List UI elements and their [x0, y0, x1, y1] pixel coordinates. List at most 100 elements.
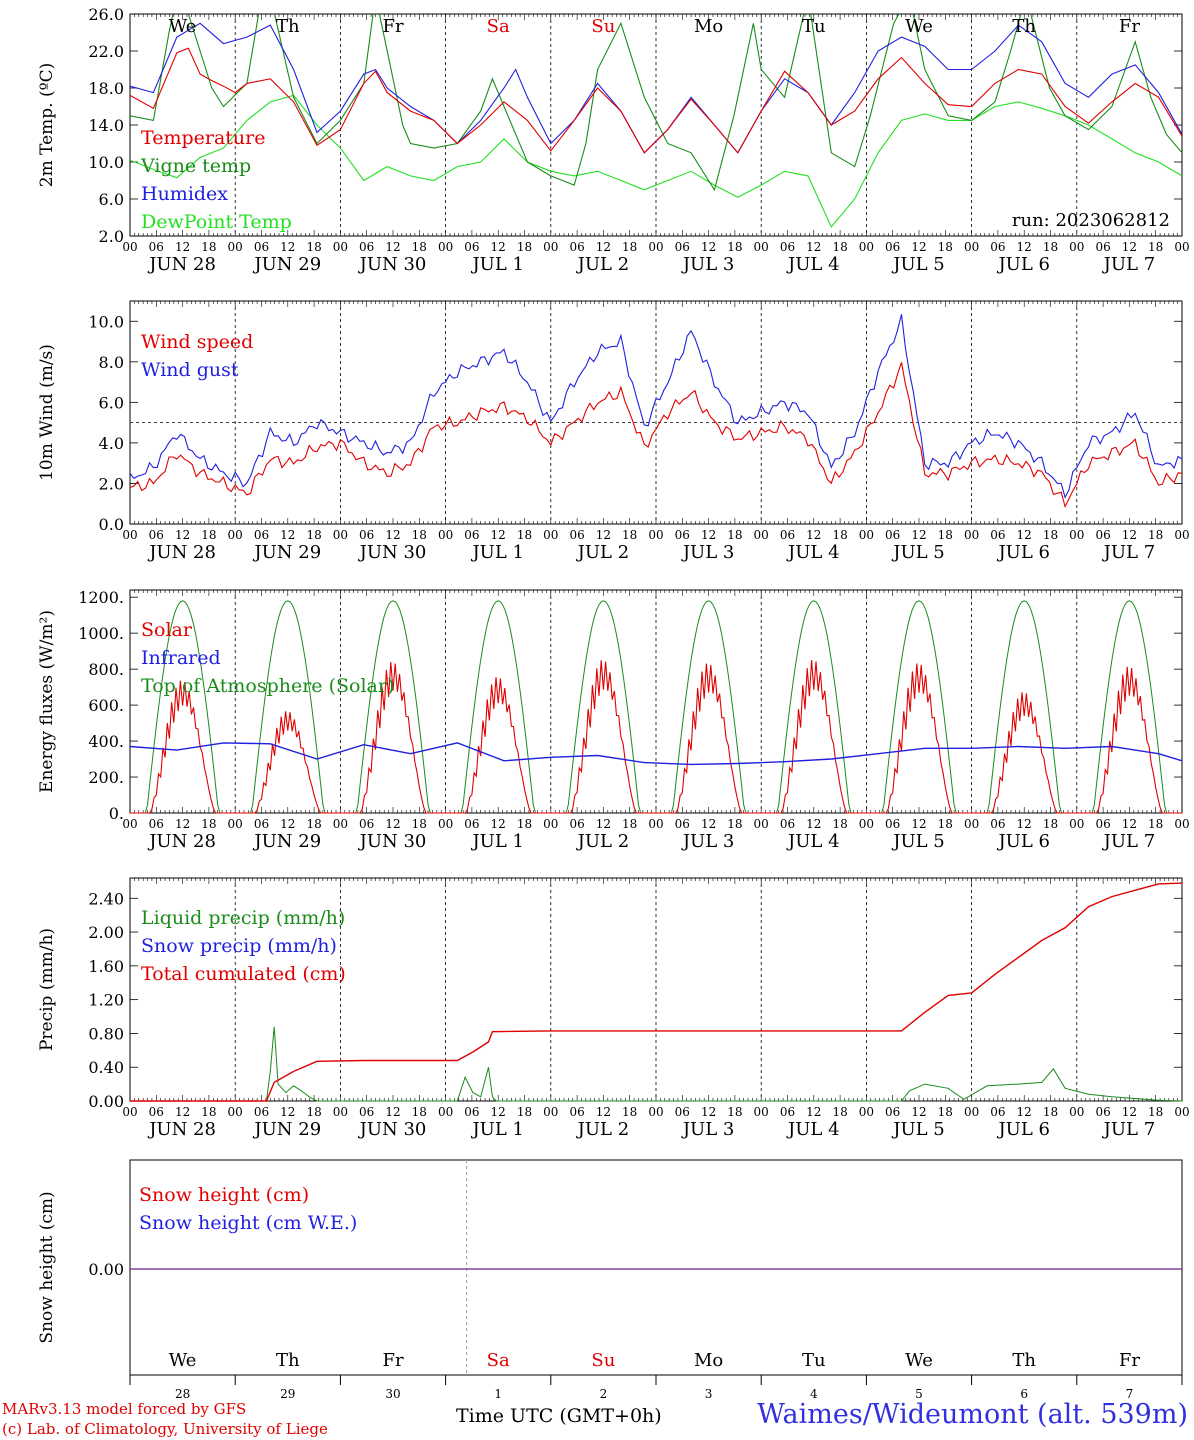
- weekday-label: Th: [1012, 16, 1036, 37]
- hour-tick-label: 00: [438, 1105, 453, 1119]
- hour-tick-label: 00: [1174, 240, 1189, 254]
- hour-tick-label: 12: [911, 528, 926, 542]
- hour-tick-label: 12: [1017, 1105, 1032, 1119]
- hour-tick-label: 12: [701, 240, 716, 254]
- day-number-label: 1: [494, 1387, 502, 1401]
- hour-tick-label: 00: [543, 528, 558, 542]
- y-axis-label: Energy fluxes (W/m²): [37, 610, 57, 793]
- date-label: JUL 1: [470, 254, 524, 275]
- model-credit-line-1: MARv3.13 model forced by GFS: [2, 1400, 247, 1418]
- y-axis-label: Precip (mm/h): [37, 928, 57, 1051]
- hour-tick-label: 06: [464, 240, 479, 254]
- hour-tick-label: 12: [385, 817, 400, 831]
- hour-tick-label: 12: [596, 528, 611, 542]
- hour-tick-label: 12: [280, 240, 295, 254]
- hour-tick-label: 00: [333, 240, 348, 254]
- date-label: JUN 28: [147, 1119, 216, 1140]
- y-tick-label: 22.0: [88, 42, 124, 61]
- hour-tick-label: 12: [280, 817, 295, 831]
- hour-tick-label: 06: [464, 1105, 479, 1119]
- hour-tick-label: 12: [596, 1105, 611, 1119]
- hour-tick-label: 18: [1148, 528, 1163, 542]
- panel-wind: 00 06 12 18 00 06 12 18 00 06 12 18 00 06 12 18 00 06 12 18…: [37, 300, 1190, 563]
- hour-tick-label: 06: [1095, 528, 1110, 542]
- hour-tick-label: 12: [175, 817, 190, 831]
- hour-tick-label: 00: [859, 528, 874, 542]
- date-label: JUL 2: [576, 254, 630, 275]
- hour-tick-label: 06: [149, 528, 164, 542]
- hour-tick-label: 18: [938, 528, 953, 542]
- hour-tick-label: 06: [885, 1105, 900, 1119]
- y-tick-label: 2.00: [88, 923, 124, 942]
- hour-tick-label: 18: [412, 528, 427, 542]
- hour-tick-label: 18: [938, 1105, 953, 1119]
- hour-tick-label: 00: [648, 1105, 663, 1119]
- hour-tick-label: 18: [832, 528, 847, 542]
- hour-tick-label: 12: [385, 528, 400, 542]
- time-axis-label: Time UTC (GMT+0h): [456, 1405, 662, 1427]
- panel-frame: [129, 300, 1183, 525]
- hour-tick-label: 18: [306, 528, 321, 542]
- hour-tick-label: 12: [1017, 528, 1032, 542]
- weekday-label: We: [905, 16, 933, 37]
- date-label: JUL 5: [891, 1119, 945, 1140]
- weekday-label: Fr: [1119, 16, 1140, 37]
- date-label: JUL 4: [786, 1119, 840, 1140]
- hour-tick-label: 06: [464, 817, 479, 831]
- hour-tick-label: 00: [438, 528, 453, 542]
- series-line: [129, 362, 1183, 509]
- weekday-label: Su: [591, 1350, 615, 1371]
- hour-tick-label: 00: [122, 817, 137, 831]
- date-label: JUN 29: [252, 1119, 321, 1140]
- y-tick-label: 10.0: [88, 312, 124, 331]
- date-label: JUL 5: [891, 254, 945, 275]
- date-label: JUN 30: [358, 1119, 427, 1140]
- legend-entry: Snow height (cm): [139, 1184, 309, 1206]
- hour-tick-label: 00: [859, 1105, 874, 1119]
- hour-tick-label: 12: [175, 1105, 190, 1119]
- date-label: JUL 6: [996, 831, 1050, 852]
- date-label: JUN 28: [147, 831, 216, 852]
- hour-tick-label: 00: [964, 817, 979, 831]
- hour-tick-label: 00: [228, 240, 243, 254]
- series-line: [130, 660, 1182, 814]
- date-label: JUN 29: [252, 831, 321, 852]
- hour-tick-label: 12: [806, 817, 821, 831]
- date-label: JUL 2: [576, 542, 630, 563]
- weekday-label: Tu: [802, 16, 826, 37]
- hour-tick-label: 06: [569, 240, 584, 254]
- hour-tick-label: 00: [543, 817, 558, 831]
- date-label: JUL 4: [786, 542, 840, 563]
- y-tick-label: 0.40: [88, 1058, 124, 1077]
- weekday-label: Sa: [487, 16, 510, 37]
- hour-tick-label: 06: [1095, 240, 1110, 254]
- hour-tick-label: 12: [280, 528, 295, 542]
- date-label: JUN 30: [358, 542, 427, 563]
- hour-tick-label: 06: [569, 817, 584, 831]
- hour-tick-label: 12: [491, 528, 506, 542]
- date-label: JUN 30: [358, 254, 427, 275]
- weekday-label: Fr: [382, 1350, 403, 1371]
- legend-entry: Snow height (cm W.E.): [139, 1212, 357, 1234]
- hour-tick-label: 00: [438, 240, 453, 254]
- hour-tick-label: 12: [701, 1105, 716, 1119]
- hour-tick-label: 18: [622, 528, 637, 542]
- hour-tick-label: 06: [359, 528, 374, 542]
- run-label: run: 2023062812: [1012, 210, 1170, 231]
- date-label: JUN 28: [147, 254, 216, 275]
- date-label: JUL 7: [1102, 542, 1156, 563]
- day-number-label: 3: [705, 1387, 713, 1401]
- hour-tick-label: 18: [1043, 240, 1058, 254]
- day-number-label: 7: [1126, 1387, 1134, 1401]
- hour-tick-label: 18: [517, 240, 532, 254]
- day-number-label: 4: [810, 1387, 818, 1401]
- hour-tick-label: 12: [1122, 817, 1137, 831]
- hour-tick-label: 12: [1122, 1105, 1137, 1119]
- hour-tick-label: 00: [228, 1105, 243, 1119]
- temperature-series: [130, 14, 1182, 228]
- hour-tick-label: 18: [412, 240, 427, 254]
- hour-tick-label: 06: [675, 240, 690, 254]
- y-tick-label: 2.0: [99, 227, 124, 246]
- legend-entry: Top of Atmosphere (Solar): [141, 675, 394, 697]
- date-label: JUL 1: [470, 831, 524, 852]
